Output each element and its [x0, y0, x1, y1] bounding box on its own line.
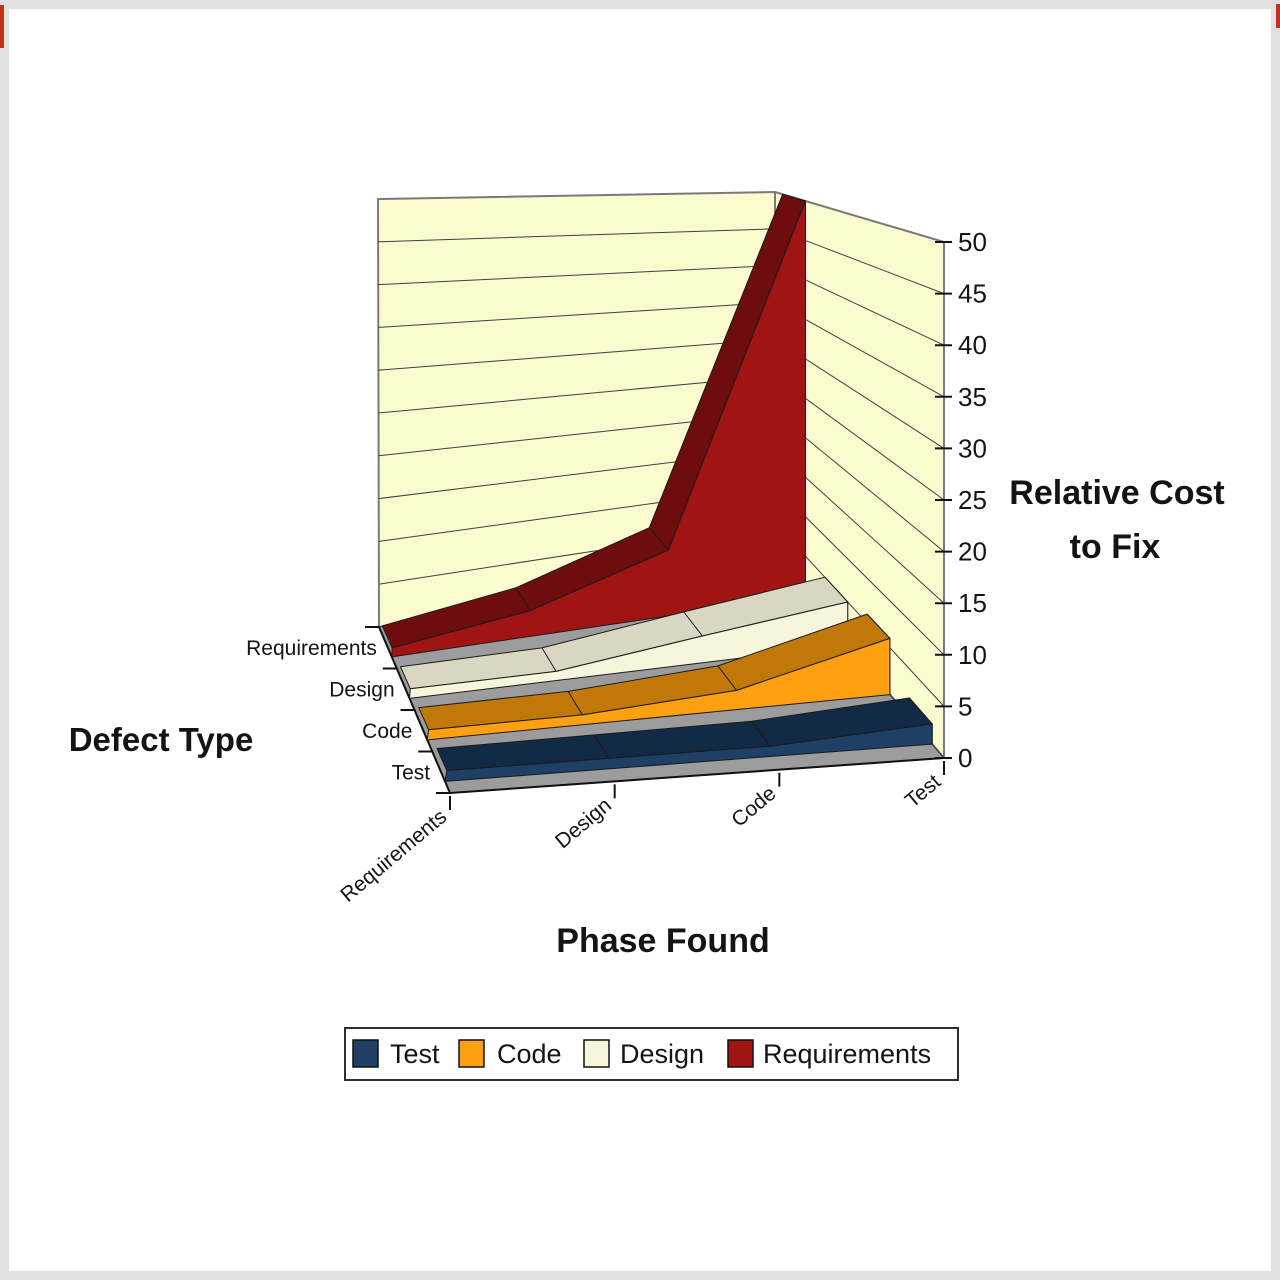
x-axis-title: Phase Found — [556, 922, 769, 960]
series-ribbon-test — [436, 697, 933, 782]
back-wall-gridline — [378, 265, 776, 286]
legend-swatch — [458, 1039, 485, 1068]
scan-artifact-left — [0, 5, 4, 48]
value-axis-title-line2: to Fix — [1070, 528, 1161, 566]
series-axis-label: Code — [362, 720, 412, 743]
ribbon-front-face — [409, 601, 849, 699]
category-axis-label: Requirements — [336, 805, 451, 907]
series-ribbon-code — [418, 613, 891, 741]
scan-artifact-right — [1276, 4, 1280, 28]
ribbon-point-crease — [717, 665, 737, 691]
series-axis-title: Defect Type — [69, 721, 254, 758]
legend-swatch — [583, 1039, 610, 1068]
ribbon-point-crease — [751, 721, 771, 747]
series-axis-label: Design — [329, 678, 394, 701]
ribbon-point-crease — [515, 587, 531, 611]
value-axis-tick-label: 0 — [958, 743, 972, 773]
ribbon-point-crease — [594, 734, 610, 759]
series-ribbon-requirements — [381, 193, 806, 658]
value-axis-tick-label: 10 — [958, 640, 987, 670]
legend-swatch — [727, 1039, 754, 1068]
legend-swatch — [352, 1039, 379, 1068]
series-axis: Requirements Design Code Test — [246, 626, 451, 794]
legend-label: Test — [390, 1039, 440, 1069]
value-axis-tick-label: 35 — [958, 382, 987, 412]
category-axis-line — [449, 757, 945, 794]
back-wall-gridline — [378, 338, 776, 371]
category-axis-label: Code — [727, 782, 780, 832]
value-axis-title-line1: Relative Cost — [1009, 474, 1224, 512]
value-axis-tick-label: 15 — [958, 588, 987, 618]
legend-label: Code — [497, 1039, 562, 1069]
legend-box — [344, 1027, 959, 1081]
value-axis-tick-label: 5 — [958, 691, 972, 721]
plot-area: 0 5 10 15 20 25 30 35 40 45 50 Requirements Design Co… — [246, 191, 987, 1081]
back-wall-gridline — [378, 228, 776, 243]
category-axis-label: Test — [901, 770, 945, 812]
back-wall-gridline — [378, 301, 776, 328]
ribbon-point-crease — [683, 611, 703, 637]
value-axis-tick-label: 25 — [958, 485, 987, 515]
legend: Test Code Design Requirements — [344, 1027, 959, 1081]
ribbon-front-face — [426, 637, 891, 741]
ribbon-point-crease — [567, 691, 583, 716]
value-axis: 0 5 10 15 20 25 30 35 40 45 50 — [935, 227, 987, 773]
value-axis-tick-label: 30 — [958, 433, 987, 463]
value-axis-tick-label: 20 — [958, 537, 987, 567]
series-axis-label: Requirements — [246, 637, 377, 660]
series-axis-label: Test — [392, 761, 431, 784]
legend-label: Design — [620, 1039, 704, 1069]
legend-label: Requirements — [763, 1039, 931, 1069]
category-axis-label: Design — [551, 794, 616, 854]
value-axis-tick-label: 45 — [958, 279, 987, 309]
series-ribbon-design — [400, 576, 849, 699]
ribbon-point-crease — [541, 647, 557, 672]
value-axis-tick-label: 40 — [958, 330, 987, 360]
value-axis-tick-label: 50 — [958, 227, 987, 257]
ribbon-point-crease — [648, 527, 669, 551]
